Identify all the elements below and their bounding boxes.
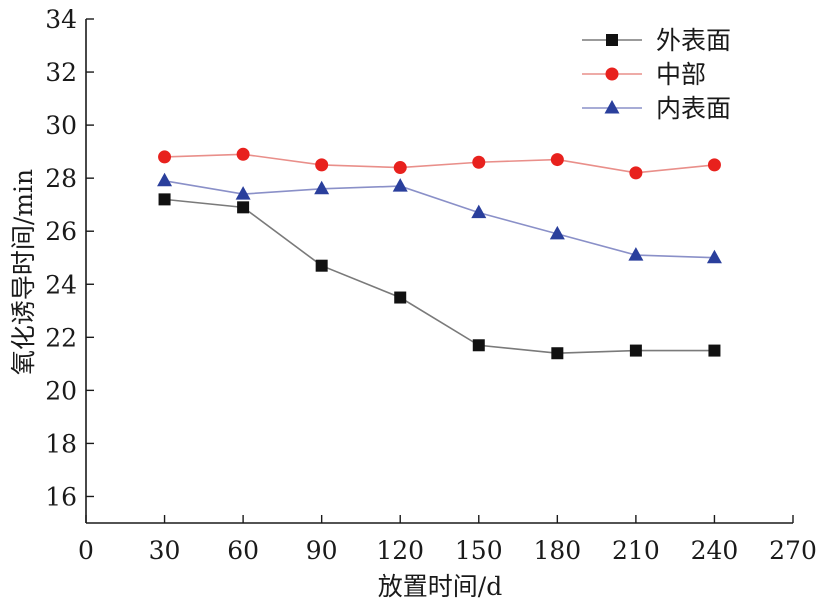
x-tick-label: 270 [769,536,817,565]
series-1-point [394,291,407,304]
legend-label: 内表面 [656,94,731,123]
y-tick-label: 32 [45,58,77,87]
series-3-point [549,225,565,240]
series-markers [157,147,722,360]
series-2-point [315,158,329,172]
x-tick-label: 0 [78,536,94,565]
y-tick-label: 24 [45,270,77,299]
series-2-point [707,158,721,172]
y-tick-label: 26 [45,217,77,246]
series-2-line [164,153,715,174]
series-2-point [393,161,407,175]
y-tick-label: 18 [45,429,77,458]
series-1-point [708,344,721,357]
legend-item-1: 外表面 [582,26,731,55]
series-3-line [164,180,715,259]
x-tick-label: 30 [149,536,181,565]
series-1-point [237,201,250,214]
series-1-point [158,193,171,206]
y-tick-label: 20 [45,376,77,405]
series-2-point [158,150,172,164]
y-tick-label: 22 [45,323,77,352]
series-2-point [629,166,643,180]
x-tick-label: 150 [455,536,503,565]
series-1-point [315,259,328,272]
series-1-point [629,344,642,357]
series-3-point [392,178,408,192]
series-3-point [706,249,722,264]
series-lines [164,153,715,355]
series-2-point [550,153,564,167]
y-tick-label: 34 [45,5,77,34]
legend-label: 中部 [656,60,706,89]
x-tick-label: 180 [533,536,581,565]
y-tick-label: 16 [45,482,77,511]
legend-marker [605,67,619,81]
x-tick-label: 240 [691,536,739,565]
series-1-point [472,339,485,352]
series-1-point [551,347,564,360]
series-3-point [471,204,487,219]
series-2-point [472,155,486,169]
y-tick-label: 28 [45,164,77,193]
y-axis-title: 氧化诱导时间/min [9,169,38,375]
series-3-point [314,180,330,195]
legend-item-2: 中部 [582,60,706,89]
x-tick-label: 120 [376,536,424,565]
series-3-point [628,247,644,261]
series-2-point [236,147,250,161]
axes: 16 18 20 22 24 26 28 30 32 34 0 30 60 90 120 150 180 210 2… [45,5,817,565]
series-1-line [164,198,715,355]
y-tick-label: 30 [45,111,77,140]
legend-label: 外表面 [656,26,731,55]
x-tick-label: 90 [306,536,338,565]
x-axis-title: 放置时间/d [378,572,502,601]
series-3-point [157,172,173,187]
legend-marker [606,34,618,46]
x-tick-label: 210 [612,536,660,565]
legend-marker [604,100,620,114]
x-tick-label: 60 [227,536,259,565]
legend-item-3: 内表面 [582,94,731,123]
series-3-point [235,186,251,200]
